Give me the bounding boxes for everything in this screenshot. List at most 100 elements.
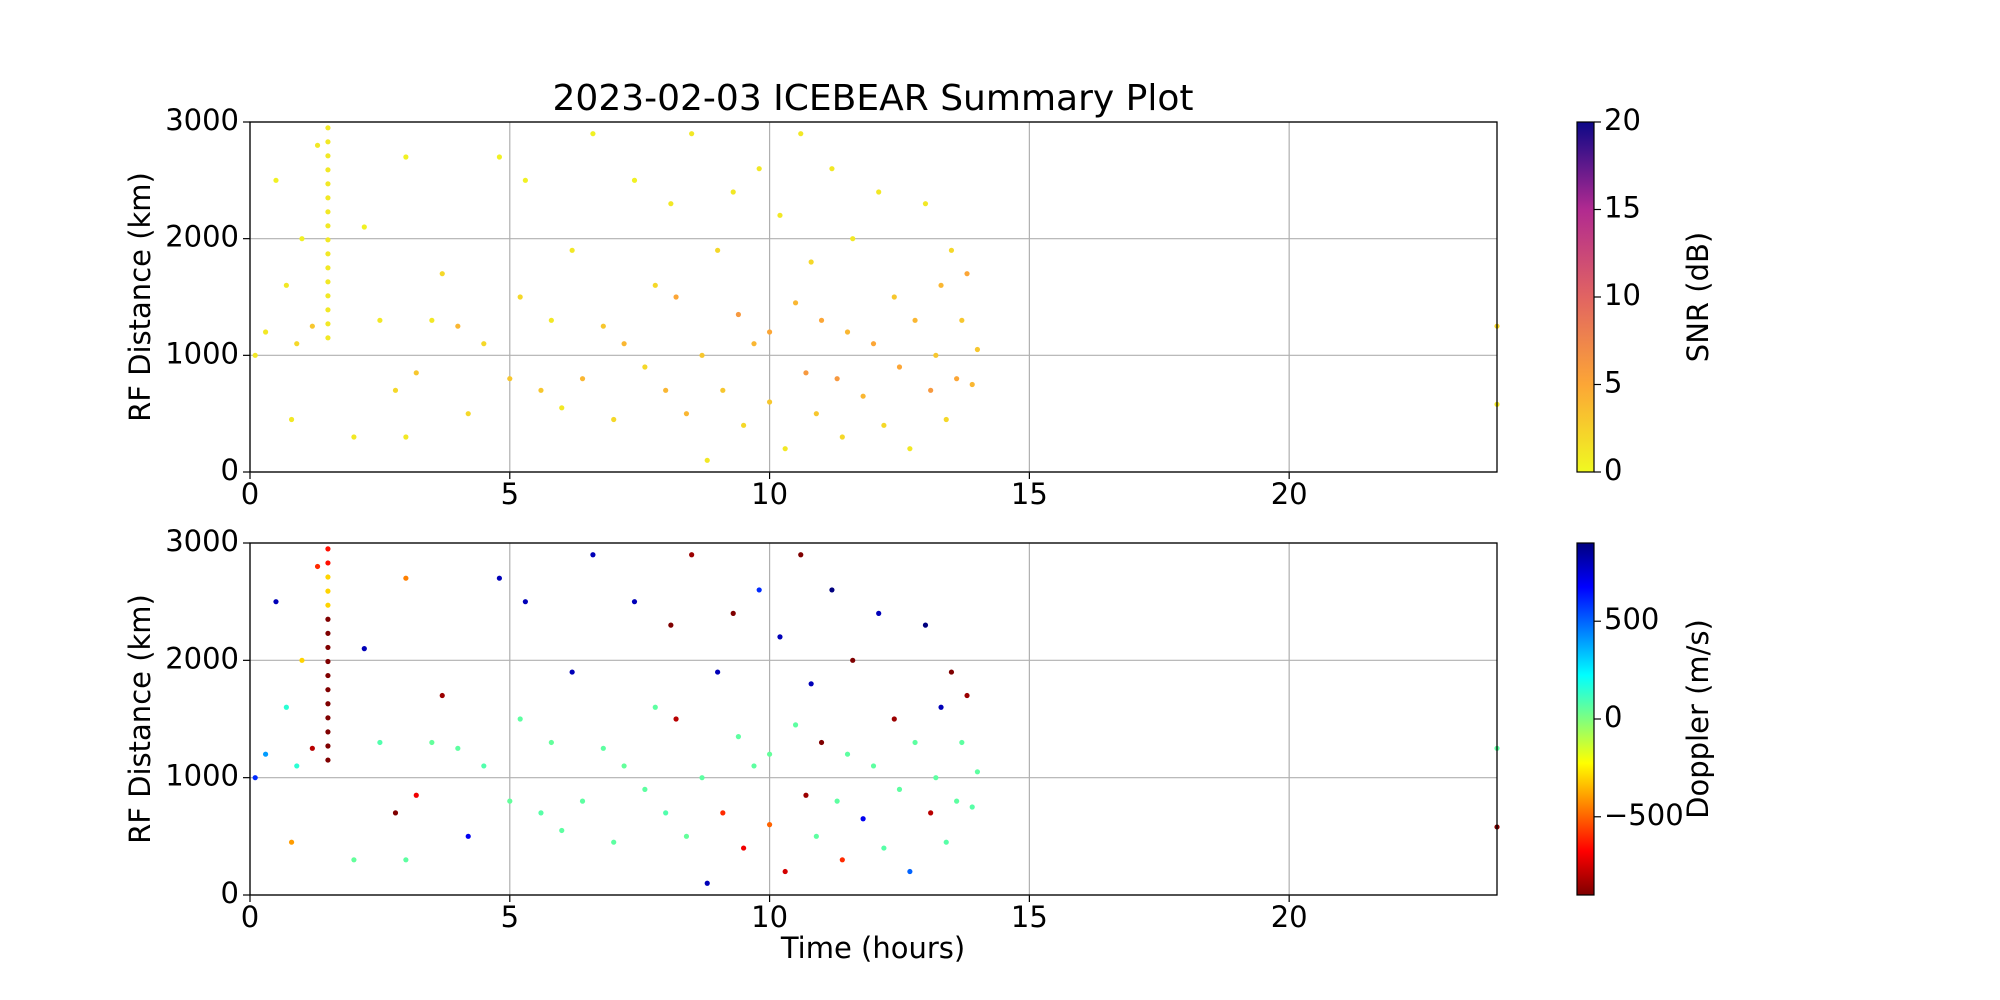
scatter-point [325, 574, 331, 580]
scatter-point [294, 341, 300, 347]
x-tick-label: 20 [1271, 900, 1308, 934]
scatter-point [252, 775, 258, 781]
scatter-point [876, 189, 882, 195]
scatter-point [294, 763, 300, 769]
colorbar-tick-label: 0 [1604, 700, 1622, 734]
scatter-point [325, 630, 331, 636]
y-axis-label: RF Distance (km) [123, 594, 157, 844]
scatter-point [933, 352, 939, 358]
scatter-point [507, 376, 513, 382]
scatter-point [704, 457, 710, 463]
scatter-point [429, 739, 435, 746]
scatter-point [974, 346, 981, 353]
x-tick-label: 20 [1271, 477, 1308, 511]
scatter-point [325, 153, 331, 159]
colorbar-tick-label: 10 [1604, 278, 1641, 312]
scatter-point [299, 236, 305, 242]
scatter-point [969, 381, 975, 388]
scatter-point [325, 687, 331, 693]
scatter-point [959, 317, 965, 323]
scatter-point [325, 139, 331, 145]
x-tick-label: 0 [241, 900, 259, 934]
scatter-point [839, 434, 845, 440]
scatter-point [735, 311, 742, 318]
scatter-point [351, 434, 357, 440]
scatter-point [325, 335, 331, 341]
y-tick-label: 3000 [165, 103, 239, 137]
scatter-point [741, 422, 747, 428]
scatter-point [860, 816, 866, 822]
scatter-point [590, 552, 596, 558]
scatter-point [818, 317, 825, 323]
x-tick-label: 10 [751, 900, 788, 934]
scatter-point [413, 792, 419, 798]
x-tick-label: 10 [751, 477, 788, 511]
scatter-point [325, 560, 331, 566]
scatter-point [715, 669, 721, 675]
scatter-point [377, 317, 383, 323]
scatter-point [850, 657, 856, 663]
scatter-point [325, 729, 331, 735]
scatter-point [730, 189, 736, 195]
scatter-point [325, 181, 331, 187]
scatter-point [751, 341, 757, 347]
scatter-point [829, 587, 835, 593]
scatter-point [896, 364, 903, 370]
scatter-point [252, 352, 258, 358]
scatter-point [683, 411, 690, 417]
scatter-point [668, 622, 674, 628]
x-tick-label: 5 [501, 477, 519, 511]
scatter-point [325, 223, 331, 229]
scatter-point [663, 387, 669, 393]
scatter-point [673, 716, 679, 722]
scatter-point [283, 282, 289, 288]
scatter-point [325, 265, 331, 271]
scatter-point [392, 387, 399, 393]
scatter-point [938, 282, 944, 288]
scatter-point [325, 546, 331, 552]
y-tick-label: 1000 [165, 759, 239, 793]
colorbar-label: Doppler (m/s) [1681, 619, 1715, 819]
scatter-point [860, 393, 866, 399]
scatter-point [325, 293, 331, 299]
scatter-point [673, 294, 679, 300]
scatter-point [522, 177, 528, 183]
scatter-point [715, 247, 721, 253]
scatter-point [262, 751, 269, 757]
scatter-point [631, 599, 638, 605]
scatter-point [579, 376, 586, 382]
scatter-point [538, 387, 544, 393]
scatter-point [834, 798, 840, 804]
scatter-point [912, 317, 918, 323]
scatter-point [273, 599, 279, 605]
scatter-point [522, 599, 528, 605]
scatter-point [325, 616, 331, 622]
scatter-point [922, 201, 929, 207]
scatter-point [299, 657, 305, 663]
scatter-point [273, 177, 279, 183]
scatter-point [829, 166, 835, 172]
scatter-point [907, 868, 913, 875]
scatter-point [798, 552, 804, 558]
scatter-point [881, 422, 887, 428]
scatter-point [964, 692, 970, 699]
scatter-point [288, 416, 295, 423]
scatter-point [325, 658, 331, 665]
plot-frame [249, 542, 1498, 896]
scatter-point [741, 845, 747, 851]
scatter-point [465, 833, 471, 839]
scatter-point [896, 786, 903, 793]
scatter-point [569, 247, 575, 253]
scatter-point [803, 370, 809, 376]
scatter-point [954, 376, 960, 382]
plot-frame [249, 121, 1498, 473]
scatter-point [943, 416, 949, 423]
scatter-point [782, 868, 788, 875]
scatter-point [314, 563, 321, 570]
scatter-point [611, 416, 617, 423]
x-tick-label: 0 [241, 477, 259, 511]
scatter-point [948, 669, 955, 675]
x-tick-label: 15 [1011, 900, 1048, 934]
scatter-point [652, 282, 658, 288]
